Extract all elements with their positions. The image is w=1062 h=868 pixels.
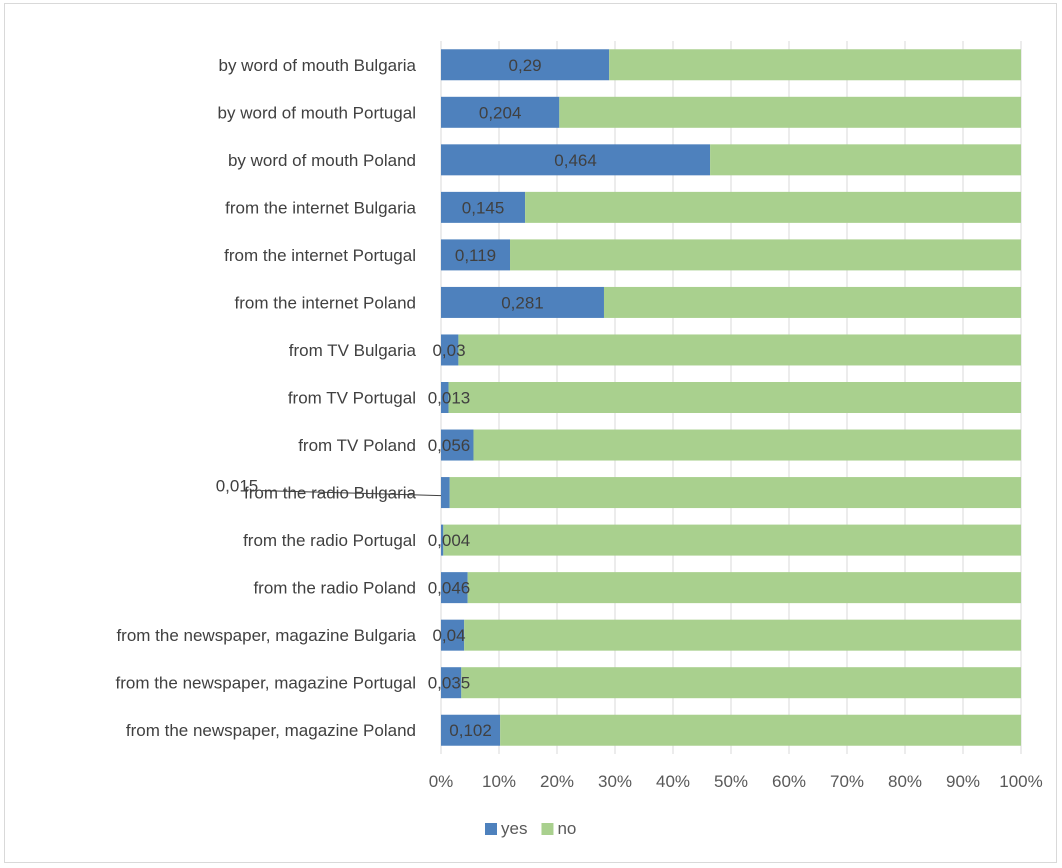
- category-labels: by word of mouth Bulgaria by word of mout…: [115, 56, 416, 740]
- bar-no: [448, 382, 1021, 413]
- legend-swatch-no: [541, 823, 554, 835]
- legend-swatch-yes: [485, 823, 497, 835]
- bar-yes: [441, 619, 465, 651]
- data-label: 0,056: [428, 436, 471, 455]
- x-tick-label: 60%: [772, 772, 806, 791]
- data-label: 0,29: [509, 56, 542, 75]
- data-label: 0,204: [479, 103, 522, 122]
- bar-yes: [441, 714, 501, 746]
- data-labels: 0,29 0,204 0,464 0,145 0,119 0,281 0,03 0,013 0,…: [216, 56, 597, 740]
- category-label: from the newspaper, magazine Poland: [126, 721, 416, 740]
- data-label: 0,119: [455, 246, 496, 265]
- x-tick-label: 20%: [540, 772, 574, 791]
- bar-no: [510, 239, 1021, 271]
- x-axis-ticks: 0% 10% 20% 30% 40% 50% 60% 70% 80% 90% 100%: [429, 772, 1043, 791]
- category-label: by word of mouth Poland: [228, 151, 416, 170]
- legend-label-no: no: [557, 819, 576, 838]
- category-label: by word of mouth Bulgaria: [219, 56, 417, 75]
- bar-no: [464, 619, 1021, 651]
- bars: [441, 49, 1022, 746]
- data-label: 0,03: [432, 341, 465, 360]
- bar-yes: [441, 49, 610, 81]
- x-tick-label: 80%: [888, 772, 922, 791]
- bar-yes: [441, 96, 560, 128]
- legend: yes no: [485, 819, 576, 838]
- bar-yes: [441, 334, 459, 366]
- x-tick-label: 0%: [429, 772, 454, 791]
- category-label: from TV Poland: [298, 436, 416, 455]
- category-label: from the radio Bulgaria: [244, 484, 417, 503]
- category-label: from the radio Poland: [253, 579, 416, 598]
- x-tick-label: 30%: [598, 772, 632, 791]
- bar-yes: [441, 524, 444, 556]
- category-label: from the internet Bulgaria: [225, 198, 416, 217]
- data-label: 0,04: [432, 626, 465, 645]
- data-label: 0,464: [554, 151, 597, 170]
- x-tick-label: 40%: [656, 772, 690, 791]
- bar-no: [500, 714, 1021, 746]
- bar-yes: [441, 429, 474, 461]
- bar-no: [449, 477, 1021, 509]
- bar-yes: [441, 144, 711, 176]
- leader-line: [261, 490, 442, 497]
- data-label: 0,035: [428, 674, 471, 693]
- category-label: from the internet Poland: [235, 293, 416, 312]
- bar-no: [559, 96, 1021, 128]
- x-tick-label: 100%: [999, 772, 1042, 791]
- bar-no: [603, 286, 1021, 318]
- bar-no: [458, 334, 1021, 366]
- x-tick-label: 10%: [482, 772, 516, 791]
- bar-no: [609, 49, 1021, 81]
- bar-no: [710, 144, 1021, 176]
- data-label: 0,046: [428, 579, 471, 598]
- data-label: 0,102: [449, 721, 492, 740]
- bar-yes: [441, 572, 468, 604]
- bar-yes: [441, 667, 462, 699]
- category-label: from TV Portugal: [288, 389, 416, 408]
- category-label: from the newspaper, magazine Portugal: [115, 674, 416, 693]
- data-label: 0,145: [462, 198, 505, 217]
- category-label: by word of mouth Portugal: [218, 103, 416, 122]
- bar-no: [461, 667, 1021, 699]
- x-tick-label: 90%: [946, 772, 980, 791]
- bar-yes: [441, 239, 511, 271]
- category-label: from the internet Portugal: [224, 246, 416, 265]
- bar-yes: [441, 286, 604, 318]
- data-label: 0,281: [501, 293, 544, 312]
- data-label: 0,004: [428, 531, 471, 550]
- bar-yes: [441, 191, 526, 223]
- data-label: 0,013: [428, 389, 471, 408]
- bar-no: [473, 429, 1022, 461]
- category-label: from the radio Portugal: [243, 531, 416, 550]
- bar-no: [525, 191, 1021, 223]
- bar-no: [443, 524, 1021, 556]
- bar-yes: [441, 382, 449, 413]
- data-label: 0,015: [216, 477, 259, 496]
- x-tick-label: 50%: [714, 772, 748, 791]
- category-label: from the newspaper, magazine Bulgaria: [116, 626, 416, 645]
- x-tick-label: 70%: [830, 772, 864, 791]
- category-label: from TV Bulgaria: [289, 341, 417, 360]
- bar-yes: [441, 477, 450, 509]
- legend-label-yes: yes: [501, 819, 527, 838]
- bar-no: [467, 572, 1021, 604]
